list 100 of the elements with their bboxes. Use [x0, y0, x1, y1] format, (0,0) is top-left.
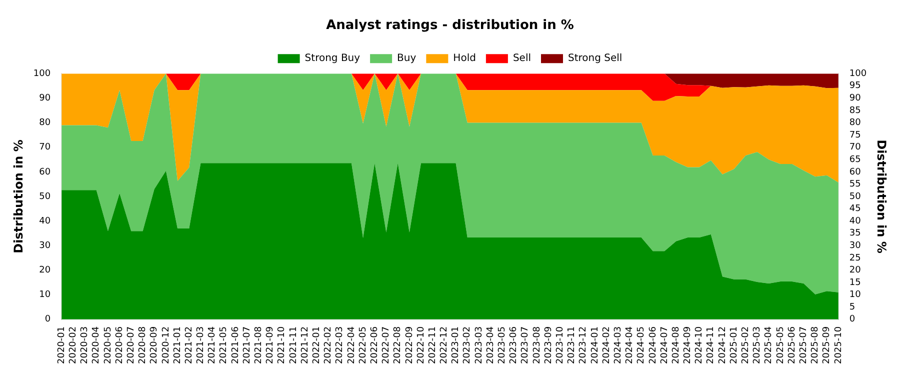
y-tick-label: 80 [39, 118, 51, 128]
x-tick-label: 2024-08 [671, 326, 682, 364]
y2-axis-title: Distribution in % [874, 140, 889, 254]
y2-tick-label: 100 [849, 68, 867, 79]
x-tick-label: 2022-02 [324, 326, 334, 364]
y-tick-label: 60 [39, 167, 51, 178]
x-tick-label: 2020-02 [68, 326, 79, 364]
legend-label: Sell [512, 53, 532, 64]
x-tick-label: 2024-01 [590, 326, 600, 364]
x-tick-label: 2021-06 [230, 326, 241, 364]
y2-tick-label: 80 [849, 118, 862, 128]
x-tick-label: 2023-09 [544, 326, 554, 364]
x-tick-label: 2023-11 [567, 326, 578, 364]
x-tick-label: 2023-03 [474, 326, 484, 364]
y-tick-label: 70 [39, 142, 51, 153]
y-tick-label: 30 [39, 241, 51, 251]
x-tick-label: 2020-06 [114, 326, 125, 364]
x-tick-label: 2021-11 [288, 326, 299, 364]
x-tick-label: 2024-06 [648, 326, 658, 364]
x-tick-label: 2025-06 [787, 326, 798, 364]
y-tick-label: 20 [39, 266, 51, 276]
x-tick-label: 2021-03 [196, 326, 206, 364]
x-tick-label: 2023-04 [486, 326, 496, 364]
x-tick-label: 2025-02 [741, 326, 752, 364]
legend-label: Strong Sell [568, 53, 622, 64]
y-axis-title: Distribution in % [11, 140, 26, 254]
x-tick-label: 2025-08 [810, 326, 821, 364]
x-tick-label: 2024-05 [636, 326, 647, 364]
x-tick-label: 2025-03 [752, 326, 763, 364]
x-tick-label: 2024-07 [660, 326, 670, 364]
x-tick-label: 2024-03 [613, 326, 624, 364]
x-tick-label: 2025-07 [798, 326, 809, 364]
x-tick-label: 2021-05 [219, 326, 230, 364]
x-tick-label: 2021-12 [300, 326, 310, 364]
x-tick-label: 2022-07 [382, 326, 392, 364]
x-tick-label: 2024-02 [602, 326, 612, 364]
y2-tick-label: 10 [849, 290, 862, 300]
legend-label: Hold [453, 53, 476, 64]
x-tick-label: 2020-09 [150, 326, 160, 364]
x-tick-label: 2021-04 [208, 326, 218, 364]
x-tick-label: 2025-10 [834, 326, 844, 364]
x-tick-label: 2023-02 [462, 326, 473, 364]
y-tick-label: 90 [39, 94, 51, 104]
y-tick-label: 0 [44, 314, 51, 325]
y2-tick-label: 0 [849, 314, 856, 325]
legend-label: Strong Buy [304, 53, 360, 64]
x-tick-label: 2022-10 [416, 326, 426, 364]
x-tick-label: 2023-07 [520, 326, 531, 364]
y2-tick-label: 35 [849, 228, 861, 239]
x-tick-label: 2023-10 [555, 326, 566, 364]
x-tick-label: 2020-08 [138, 326, 148, 364]
y2-tick-label: 60 [849, 167, 862, 178]
x-tick-label: 2021-07 [242, 326, 252, 364]
x-tick-label: 2021-02 [184, 326, 194, 364]
x-tick-label: 2021-10 [277, 326, 288, 364]
y2-tick-label: 25 [849, 253, 861, 264]
y2-tick-label: 70 [849, 142, 862, 153]
y2-tick-label: 40 [849, 216, 862, 226]
x-tick-label: 2023-08 [532, 326, 542, 364]
x-tick-label: 2023-06 [509, 326, 520, 364]
x-tick-label: 2020-05 [103, 326, 114, 364]
x-tick-label: 2024-11 [706, 326, 716, 364]
x-tick-label: 2025-05 [776, 326, 786, 364]
x-tick-label: 2022-09 [404, 326, 415, 364]
x-tick-label: 2020-03 [80, 326, 90, 364]
x-tick-label: 2023-01 [451, 326, 462, 364]
legend-label: Buy [397, 53, 416, 64]
y-tick-label: 50 [39, 192, 51, 202]
x-tick-label: 2022-05 [358, 326, 368, 364]
x-tick-label: 2023-12 [578, 326, 589, 364]
x-tick-label: 2024-12 [718, 326, 728, 364]
x-tick-label: 2024-10 [694, 326, 705, 364]
y2-tick-label: 95 [849, 81, 861, 92]
x-tick-label: 2024-09 [683, 326, 694, 364]
chart-title: Analyst ratings - distribution in % [326, 18, 574, 34]
x-tick-label: 2021-08 [254, 326, 264, 364]
x-tick-label: 2025-01 [729, 326, 740, 364]
x-tick-label: 2022-12 [440, 326, 450, 364]
x-tick-label: 2022-06 [370, 326, 380, 364]
y2-tick-label: 75 [849, 130, 861, 140]
x-tick-label: 2020-12 [161, 326, 172, 364]
y2-tick-label: 15 [849, 278, 861, 288]
y2-tick-label: 65 [849, 154, 861, 165]
x-tick-label: 2021-09 [266, 326, 276, 364]
x-tick-label: 2024-04 [625, 326, 636, 364]
x-tick-label: 2022-04 [346, 326, 357, 364]
y2-tick-label: 55 [849, 180, 861, 190]
x-tick-label: 2021-01 [172, 326, 183, 364]
y2-tick-label: 30 [849, 241, 862, 251]
y-tick-label: 100 [33, 68, 51, 79]
y2-tick-label: 5 [849, 302, 856, 312]
x-tick-label: 2022-03 [335, 326, 346, 364]
x-tick-label: 2022-08 [393, 326, 404, 364]
x-tick-label: 2023-05 [498, 326, 508, 364]
y2-tick-label: 90 [849, 94, 862, 104]
x-tick-label: 2025-09 [822, 326, 832, 364]
y2-tick-label: 20 [849, 266, 862, 276]
y2-tick-label: 85 [849, 106, 861, 116]
x-tick-label: 2025-04 [764, 326, 774, 364]
x-tick-label: 2020-01 [56, 326, 67, 364]
